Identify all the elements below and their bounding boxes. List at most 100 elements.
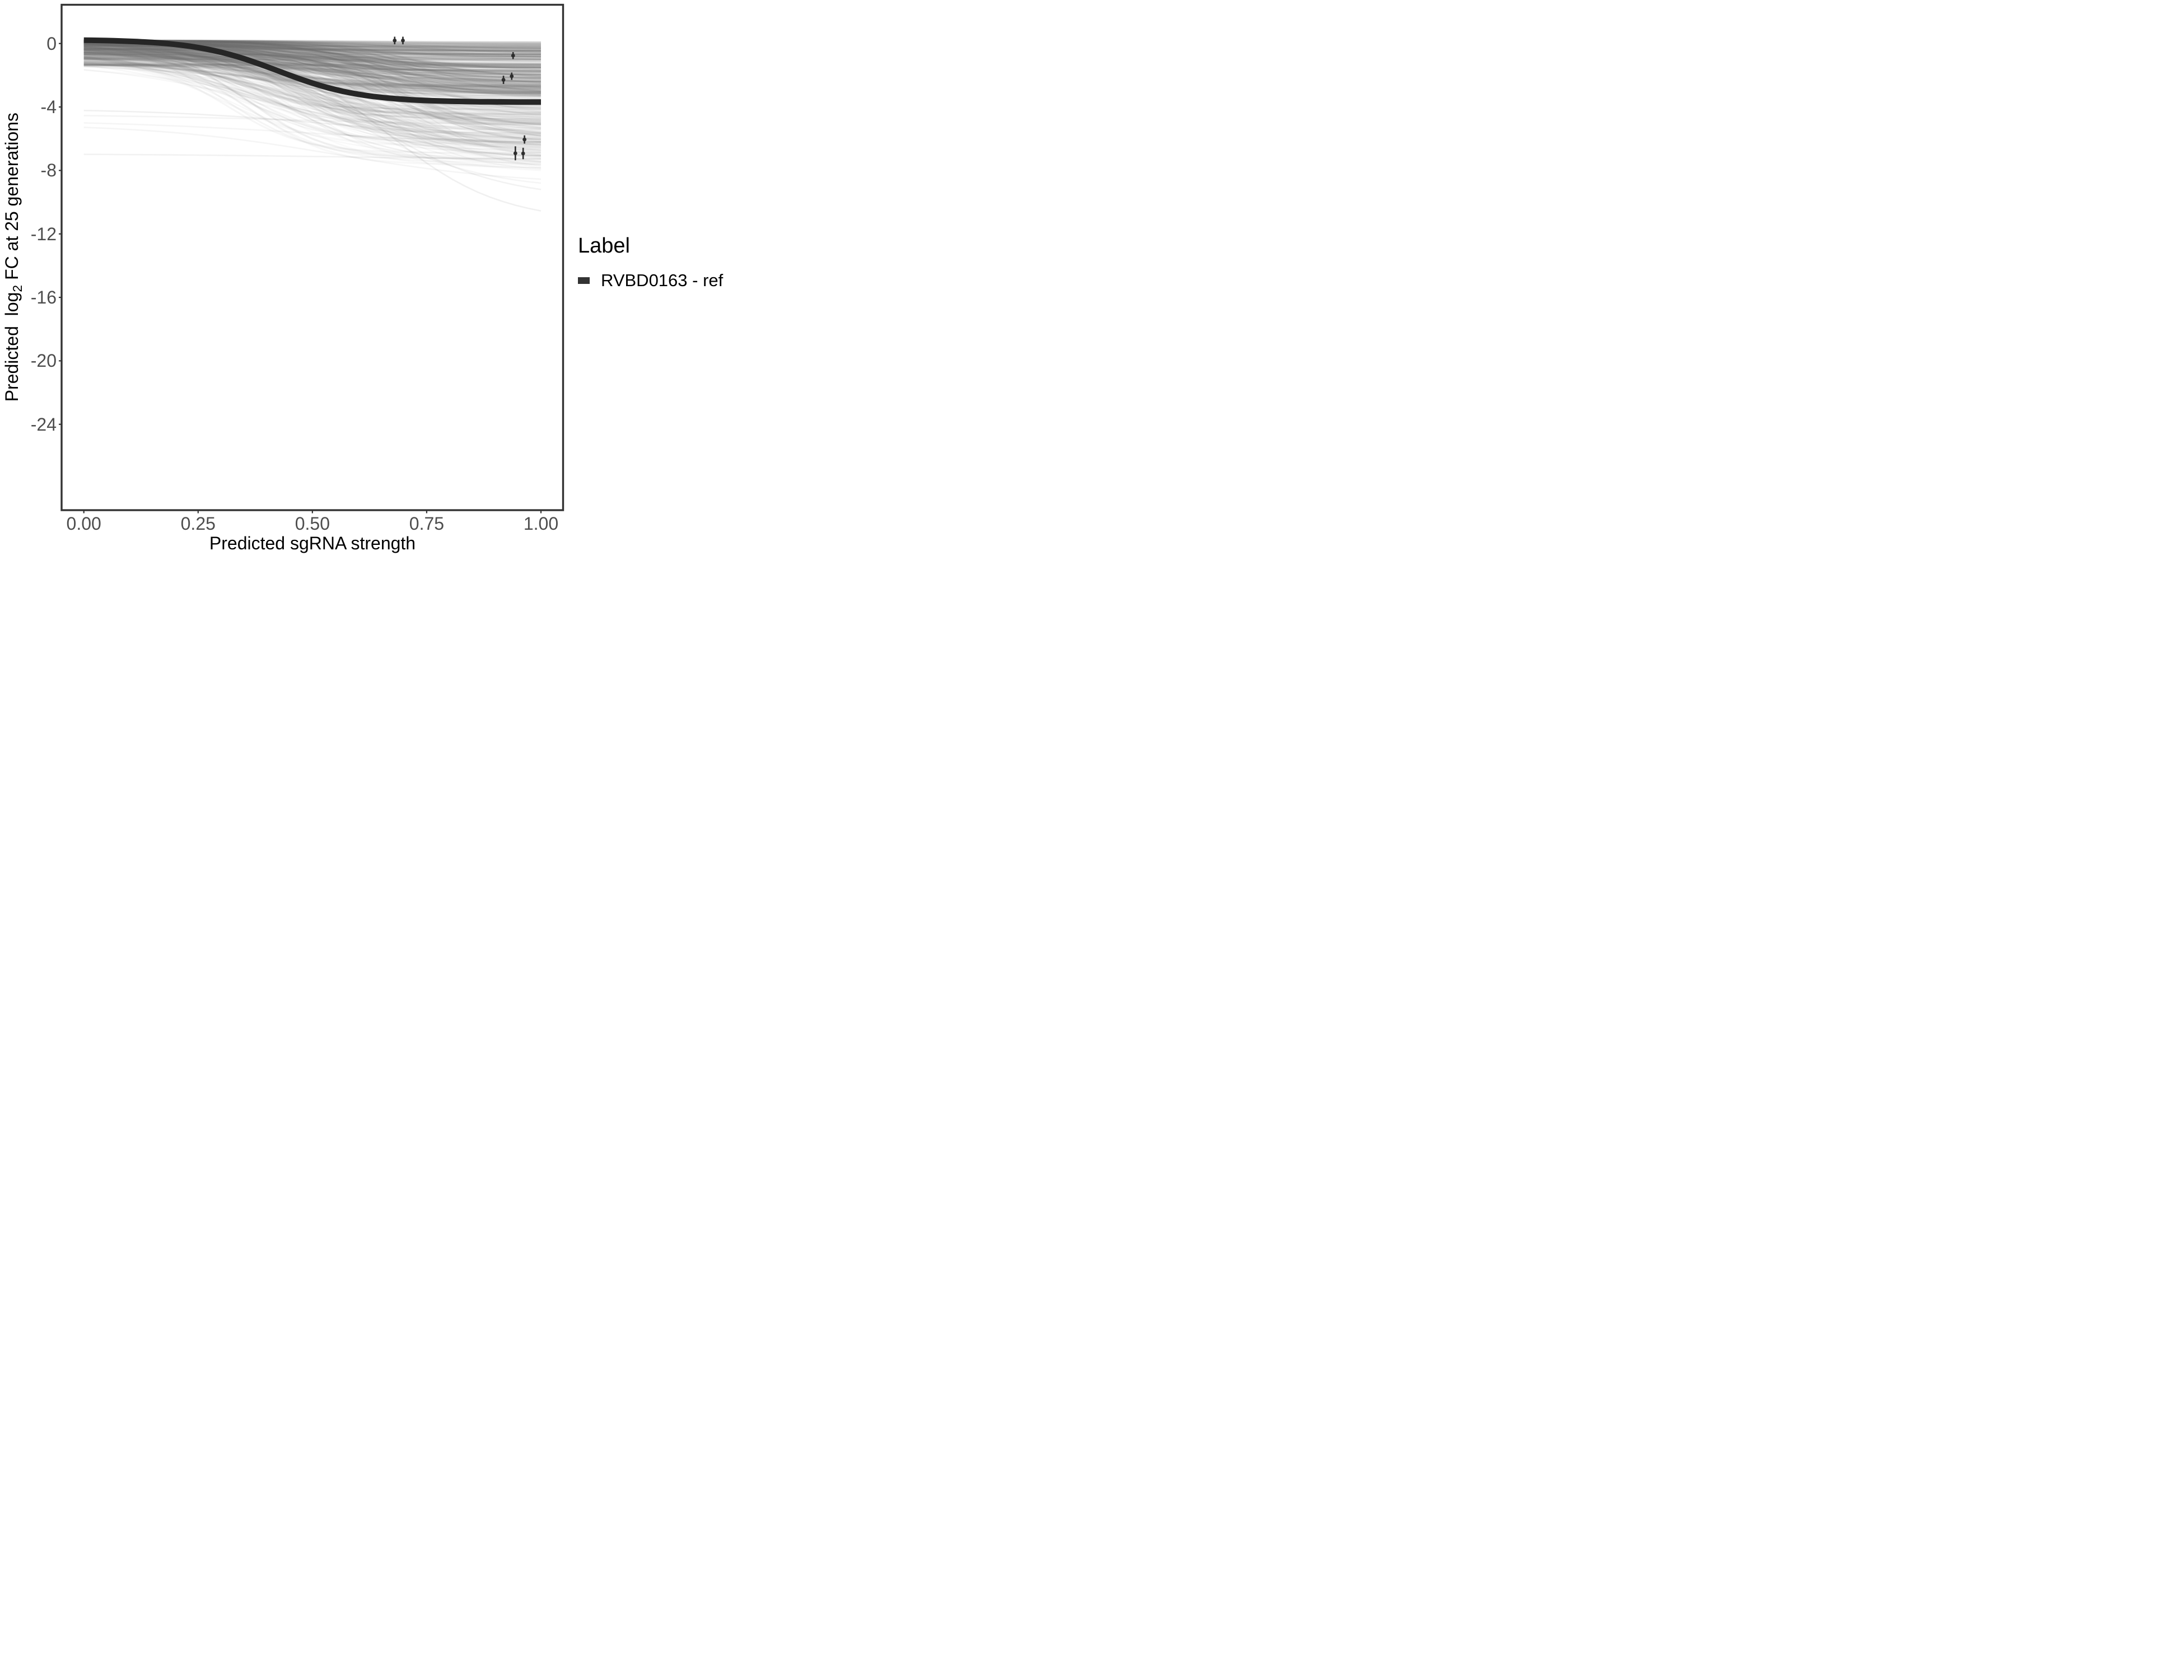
data-point [501,78,506,82]
background-curve [83,45,542,149]
background-curve [83,62,542,130]
background-curve [83,40,542,138]
background-curve [83,46,542,76]
background-curve [83,48,541,60]
background-curve [83,44,541,116]
background-curve [83,64,542,123]
background-curve [83,50,541,59]
ref-curve [83,37,541,105]
background-curve [83,43,542,75]
background-curve [83,43,542,164]
background-curve [83,43,542,119]
background-curve [83,46,542,108]
background-curve [83,49,542,81]
background-curve [83,64,541,66]
y-tick-label: -8 [40,160,57,181]
background-curve [83,49,542,118]
background-curve [83,51,541,157]
background-curve [83,50,542,79]
background-curve [83,63,542,114]
background-curve [83,48,542,92]
background-curve [83,51,542,96]
background-curve [83,45,542,68]
background-curve [83,50,542,74]
x-tick-label: 0.25 [180,514,216,534]
background-curve [83,41,542,115]
background-curve [83,47,541,52]
background-curve [83,48,542,92]
background-curve [83,48,542,89]
y-tick-label: -24 [30,414,57,435]
background-curve [83,50,542,73]
background-curve [83,51,541,72]
background-curve [83,58,541,62]
background-curve [83,57,541,60]
background-curve [83,44,542,94]
background-curve [83,51,542,133]
outlier-curve [83,127,542,180]
background-curve [83,53,542,156]
background-curve [83,57,542,124]
background-curve [83,50,542,89]
background-curve [83,49,542,67]
background-curve [83,46,542,72]
outlier-curve [83,115,542,126]
background-curve [83,58,542,141]
background-curve [83,45,542,160]
background-curve [83,45,542,85]
background-curve [83,57,542,93]
background-curve [83,53,541,83]
background-curve [83,59,542,80]
background-curve [83,45,542,165]
background-curve [83,46,542,140]
background-curve [83,52,542,87]
background-curve [83,45,542,79]
background-curve [83,41,542,149]
data-point [521,151,525,156]
background-curve [83,45,542,66]
outlier-curve [83,110,542,138]
figure: 0 -4 -8 -12 -16 -20 -24 0.00 0.25 0.50 0.75 1.00 Pr… [0,0,728,560]
background-curve [83,62,541,154]
background-curve [83,48,542,72]
background-curve [83,45,542,85]
background-curve [83,60,542,146]
background-curve [83,41,541,141]
background-curve [83,60,542,76]
outlier-curve [83,45,542,190]
x-axis-title: Predicted sgRNA strength [209,533,416,553]
data-point [393,38,397,43]
outlier-curve [83,153,542,160]
legend-item: RVBD0163 - ref [578,270,723,291]
background-curve [83,62,542,153]
background-curve [83,45,542,52]
background-curve [83,49,542,147]
background-curve [83,43,542,124]
background-curve [83,51,541,53]
background-curve [83,48,542,148]
background-curve [83,45,542,157]
background-curve [83,43,542,66]
background-curve [83,41,542,146]
background-curve [83,43,542,147]
background-curve [83,52,542,144]
outlier-curve [83,52,542,184]
background-curve [83,48,542,157]
background-curve [83,62,542,97]
background-curve [83,45,541,53]
background-curve [83,48,542,92]
background-curve [83,50,542,116]
background-curve [83,48,542,120]
background-curve [83,64,541,69]
background-curve [83,61,542,129]
background-curve [83,48,541,71]
background-curve [83,55,542,171]
data-point [510,74,514,78]
observed-points [393,36,527,161]
background-curve [83,63,542,166]
background-curve [83,58,542,69]
background-curve [83,46,542,80]
background-curve [83,64,542,144]
background-curve [83,57,542,144]
background-curve [83,44,542,118]
